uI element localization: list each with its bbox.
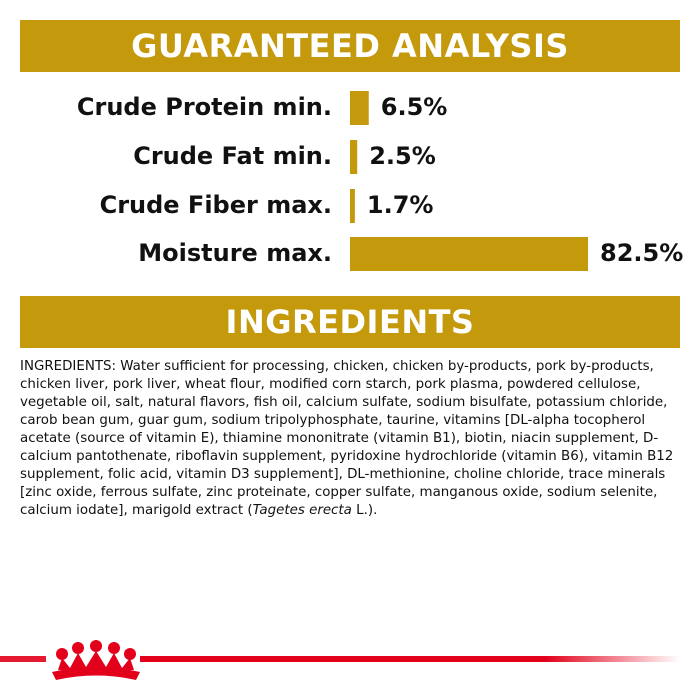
ingredients-banner: INGREDIENTS [20,296,680,348]
red-line [140,656,680,662]
bar [350,237,588,271]
red-line-left [0,656,46,662]
bar [350,189,355,223]
ingredients-end: L.). [351,503,378,518]
bar [350,140,358,174]
chart: Crude Protein min. 6.5% Crude Fat min. 2.5%… [77,91,683,271]
ingredients-text: INGREDIENTS: Water sufficient for proces… [20,358,684,520]
ingredients-body: INGREDIENTS: Water sufficient for proces… [20,359,674,518]
category-label: Moisture max. [138,239,332,267]
ingredients-italic: Tagetes erecta [252,503,352,518]
category-label: Crude Fat min. [133,142,332,170]
category-label: Crude Fiber max. [100,191,332,219]
value-label: 82.5% [600,239,683,267]
footer [0,640,680,680]
bar [350,91,369,125]
crown-logo [52,640,140,680]
value-label: 2.5% [369,142,436,170]
value-label: 1.7% [367,191,434,219]
value-label: 6.5% [381,93,448,121]
analysis-banner: GUARANTEED ANALYSIS [20,20,680,72]
category-label: Crude Protein min. [77,93,332,121]
